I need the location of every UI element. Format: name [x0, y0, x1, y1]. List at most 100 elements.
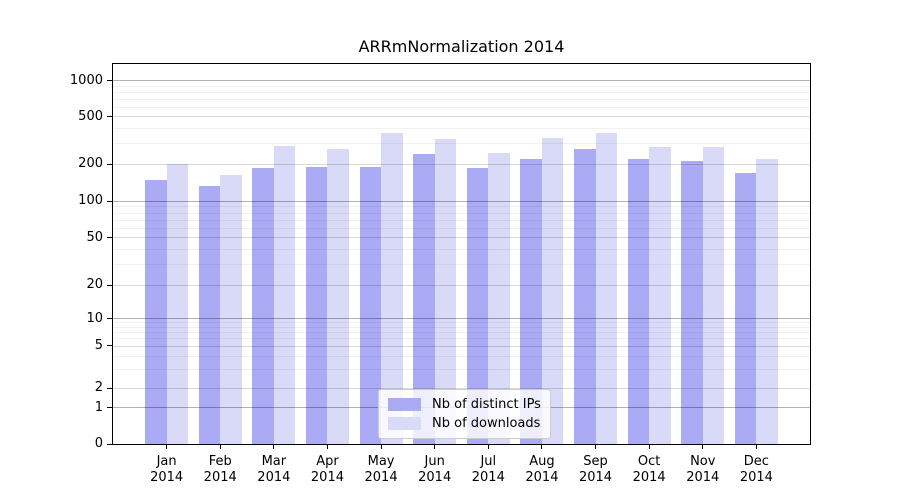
gridline-minor-70	[113, 219, 810, 221]
x-tick-mark-aug	[541, 445, 543, 449]
bar-nb-of-downloads-dec	[756, 159, 778, 444]
gridline-minor-60	[113, 227, 810, 229]
plot-area	[112, 63, 811, 445]
bar-nb-of-distinct-ips-jan	[145, 179, 167, 444]
y-tick-mark-100	[107, 200, 112, 202]
y-tick-mark-500	[107, 116, 112, 118]
x-tick-mark-apr	[326, 445, 328, 449]
gridline-minor-4	[113, 355, 810, 357]
bar-nb-of-distinct-ips-dec	[734, 173, 757, 444]
legend: Nb of distinct IPs Nb of downloads	[378, 389, 551, 439]
x-tick-year-apr: 2014	[310, 470, 344, 485]
x-tick-year-may: 2014	[364, 470, 398, 485]
x-tick-year-mar: 2014	[257, 470, 291, 485]
x-tick-month-aug: Aug	[529, 454, 555, 469]
x-tick-year-aug: 2014	[525, 470, 559, 485]
y-tick-mark-0	[107, 443, 112, 445]
x-tick-mark-jun	[434, 445, 436, 449]
x-tick-label-nov: Nov 2014	[671, 454, 735, 486]
y-tick-label-1: 1	[94, 399, 103, 415]
bar-nb-of-distinct-ips-sep	[574, 149, 596, 444]
bar-nb-of-downloads-nov	[702, 146, 725, 444]
x-tick-year-jun: 2014	[418, 470, 452, 485]
x-tick-label-jan: Jan 2014	[135, 454, 199, 486]
gridline-20	[113, 284, 810, 286]
y-tick-label-100: 100	[78, 193, 103, 209]
gridline-minor-7	[113, 332, 810, 334]
bar-nb-of-distinct-ips-jun	[413, 153, 435, 444]
gridline-minor-400	[113, 127, 810, 129]
x-tick-label-feb: Feb 2014	[188, 454, 252, 486]
y-tick-label-20: 20	[86, 277, 103, 292]
gridline-minor-300	[113, 142, 810, 144]
bar-nb-of-distinct-ips-mar	[252, 167, 274, 444]
legend-label-nb-of-distinct-ips: Nb of distinct IPs	[432, 397, 541, 412]
gridline-minor-90	[113, 206, 810, 208]
y-tick-mark-20	[107, 284, 112, 286]
y-tick-label-2: 2	[94, 380, 103, 396]
bar-nb-of-distinct-ips-feb	[198, 185, 221, 444]
x-tick-year-jul: 2014	[471, 470, 505, 485]
bar-nb-of-downloads-may	[381, 133, 403, 444]
bar-nb-of-distinct-ips-apr	[306, 167, 328, 444]
x-tick-year-jan: 2014	[150, 470, 184, 485]
y-tick-label-500: 500	[78, 108, 103, 124]
x-tick-month-jul: Jul	[480, 454, 497, 469]
gridline-50	[113, 237, 810, 239]
bar-nb-of-downloads-oct	[649, 146, 671, 444]
bar-nb-of-distinct-ips-oct	[627, 159, 650, 444]
gridline-10	[113, 318, 810, 320]
bar-nb-of-downloads-feb	[220, 174, 242, 444]
x-tick-mark-mar	[273, 445, 275, 449]
y-tick-label-1000: 1000	[69, 72, 103, 88]
x-tick-month-apr: Apr	[316, 454, 339, 469]
y-tick-mark-2	[107, 387, 112, 389]
x-tick-year-oct: 2014	[632, 470, 666, 485]
gridline-minor-6	[113, 338, 810, 340]
gridline-100	[113, 200, 810, 202]
x-tick-mark-sep	[595, 445, 597, 449]
gridline-200	[113, 163, 810, 165]
y-tick-mark-5	[107, 345, 112, 347]
legend-swatch-nb-of-distinct-ips	[388, 398, 421, 411]
y-tick-mark-200	[107, 163, 112, 165]
y-tick-label-200: 200	[78, 156, 103, 172]
x-tick-month-may: May	[367, 454, 395, 469]
x-tick-label-mar: Mar 2014	[242, 454, 306, 486]
gridline-minor-30	[113, 263, 810, 265]
gridline-minor-900	[113, 85, 810, 87]
legend-item-nb-of-distinct-ips: Nb of distinct IPs	[388, 395, 541, 414]
y-tick-mark-1000	[107, 80, 112, 82]
x-tick-month-sep: Sep	[583, 454, 608, 469]
x-tick-label-sep: Sep 2014	[564, 454, 628, 486]
x-tick-label-jul: Jul 2014	[456, 454, 520, 486]
gridline-minor-9	[113, 322, 810, 324]
gridline-minor-40	[113, 248, 810, 250]
x-tick-mark-may	[380, 445, 382, 449]
bar-nb-of-distinct-ips-aug	[520, 159, 542, 444]
y-tick-label-0: 0	[94, 436, 103, 451]
x-tick-label-dec: Dec 2014	[724, 454, 788, 486]
gridline-minor-8	[113, 327, 810, 328]
x-tick-year-feb: 2014	[203, 470, 237, 485]
x-tick-month-jun: Jun	[424, 454, 445, 469]
bar-nb-of-downloads-jan	[166, 163, 189, 444]
x-tick-label-may: May 2014	[349, 454, 413, 486]
x-tick-mark-dec	[755, 445, 757, 449]
x-tick-label-apr: Apr 2014	[295, 454, 359, 486]
x-tick-month-dec: Dec	[743, 454, 769, 469]
y-tick-label-5: 5	[94, 337, 103, 353]
gridline-1000	[113, 80, 810, 82]
bar-nb-of-distinct-ips-nov	[681, 161, 703, 444]
gridline-minor-600	[113, 106, 810, 108]
x-tick-mark-oct	[648, 445, 650, 449]
gridline-minor-3	[113, 369, 810, 371]
y-tick-mark-10	[107, 318, 112, 320]
gridline-minor-800	[113, 91, 810, 93]
bar-nb-of-downloads-mar	[273, 146, 296, 444]
gridline-minor-80	[113, 212, 810, 214]
y-tick-mark-1	[107, 407, 112, 409]
gridline-2	[113, 387, 810, 389]
x-tick-mark-nov	[702, 445, 704, 449]
